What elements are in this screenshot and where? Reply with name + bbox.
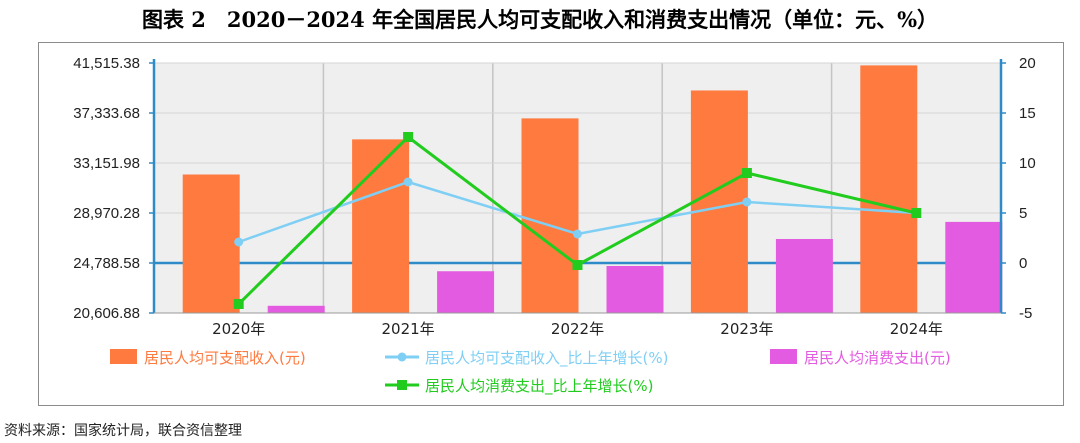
legend-label: 居民人均可支配收入_比上年增长(%)	[425, 349, 668, 368]
right-tick-label: 20	[1019, 55, 1036, 72]
chart-title: 图表 2 2020－2024 年全国居民人均可支配收入和消费支出情况（单位：元、…	[141, 7, 939, 32]
legend-marker-square	[397, 380, 407, 390]
consumption-growth-point	[403, 132, 414, 142]
income-bar	[690, 90, 748, 313]
left-tick-label: 28,970.28	[73, 205, 140, 222]
category-label: 2024年	[890, 320, 943, 338]
income-growth-point	[403, 177, 413, 187]
consumption-bar	[606, 265, 664, 313]
legend-label: 居民人均消费支出_比上年增长(%)	[425, 377, 653, 396]
legend-swatch-bar	[770, 349, 797, 364]
income-bar	[352, 139, 410, 313]
consumption-growth-point	[741, 168, 752, 178]
left-tick-label: 24,788.58	[73, 255, 140, 272]
right-tick-label: 5	[1019, 205, 1027, 222]
consumption-bar	[775, 238, 833, 313]
left-tick-label: 33,151.98	[73, 155, 140, 172]
income-bar	[521, 118, 579, 313]
right-tick-label: 15	[1019, 105, 1036, 122]
income-bar	[182, 174, 240, 313]
consumption-bar	[437, 271, 495, 313]
consumption-growth-point	[911, 208, 922, 218]
income-growth-point	[234, 237, 244, 247]
left-tick-label: 20,606.88	[73, 305, 140, 322]
legend-swatch-bar	[110, 349, 137, 364]
consumption-bar	[267, 305, 325, 313]
category-label: 2021年	[382, 320, 435, 338]
legend-label: 居民人均消费支出(元)	[804, 349, 951, 367]
income-bar	[860, 65, 918, 314]
source-note: 资料来源：国家统计局，联合资信整理	[4, 423, 242, 439]
income-growth-point	[573, 229, 582, 239]
consumption-growth-point	[233, 299, 244, 309]
consumption-bar	[945, 221, 1003, 313]
income-growth-point	[742, 197, 752, 207]
right-tick-label: 10	[1019, 155, 1036, 172]
category-label: 2023年	[720, 320, 773, 338]
left-tick-label: 41,515.38	[73, 55, 140, 72]
right-tick-label: -5	[1019, 305, 1032, 322]
category-label: 2022年	[551, 320, 604, 338]
legend-label: 居民人均可支配收入(元)	[144, 349, 306, 367]
legend-marker-circle	[397, 352, 407, 362]
consumption-growth-point	[572, 260, 583, 270]
category-label: 2020年	[212, 320, 265, 338]
right-tick-label: 0	[1019, 255, 1027, 272]
chart-frame	[38, 42, 1064, 406]
left-tick-label: 37,333.68	[73, 105, 140, 122]
